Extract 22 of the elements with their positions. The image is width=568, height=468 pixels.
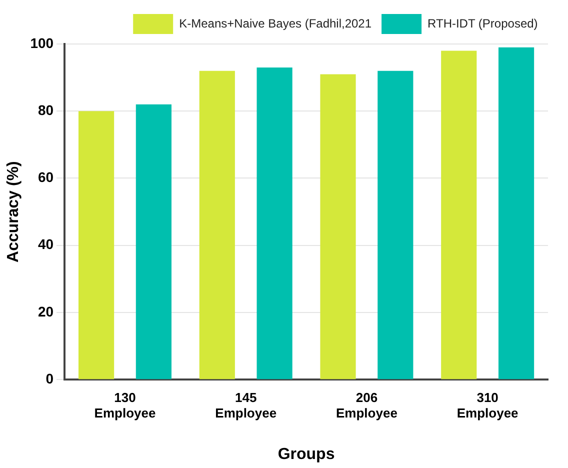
y-axis-title: Accuracy (%) [5,161,22,262]
bar [136,104,172,380]
bar [378,70,414,380]
x-tick-label: 206 Employee [336,390,398,421]
x-tick-label: 145 Employee [215,390,277,421]
x-axis-title: Groups [278,446,335,463]
y-tick-label: 100 [30,34,54,51]
bar [498,47,534,380]
bar [320,74,356,380]
legend-label: K-Means+Naive Bayes (Fadhil,2021 [179,16,372,30]
y-tick-label: 20 [38,303,54,320]
legend-label: RTH-IDT (Proposed) [428,16,538,30]
bar [199,70,235,380]
y-tick-label: 0 [46,370,54,386]
y-tick-label: 80 [38,102,54,118]
bar [78,111,114,380]
bar [441,50,477,380]
y-tick-label: 40 [38,236,54,252]
bar [256,67,292,380]
x-tick-label: 130 Employee [94,390,156,421]
x-tick-label: 310 Employee [456,390,518,421]
y-tick-label: 60 [38,169,54,186]
